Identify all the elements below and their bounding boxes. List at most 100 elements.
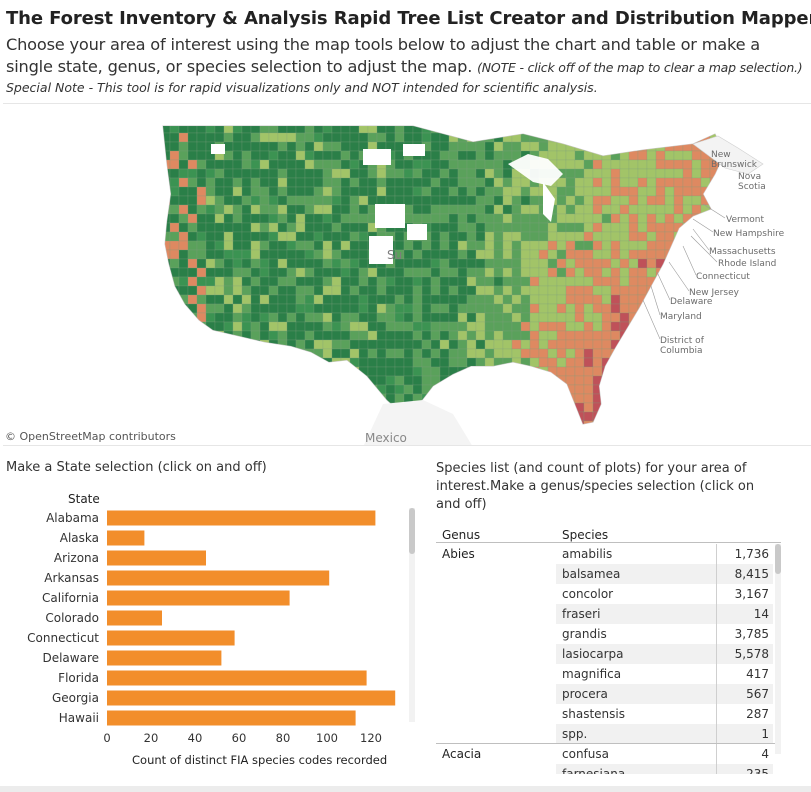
state-label[interactable]: Delaware bbox=[42, 651, 99, 665]
species-cell[interactable]: concolor bbox=[562, 587, 614, 601]
table-row[interactable]: grandis 3,785 bbox=[436, 624, 781, 644]
page-subtitle: Choose your area of interest using the m… bbox=[6, 34, 811, 79]
state-bar[interactable] bbox=[107, 670, 367, 686]
page-title: The Forest Inventory & Analysis Rapid Tr… bbox=[6, 8, 811, 29]
x-tick-label: 0 bbox=[103, 731, 110, 745]
column-header-genus[interactable]: Genus bbox=[442, 528, 481, 542]
label-leader-line bbox=[656, 271, 671, 301]
state-bar[interactable] bbox=[107, 610, 162, 626]
table-row[interactable]: balsamea 8,415 bbox=[436, 564, 781, 584]
table-scrollbar-thumb[interactable] bbox=[775, 544, 781, 574]
species-cell[interactable]: shastensis bbox=[562, 707, 625, 721]
map-label-su: Su bbox=[387, 248, 403, 262]
state-label[interactable]: Colorado bbox=[45, 611, 99, 625]
state-label[interactable]: Alaska bbox=[60, 531, 99, 545]
species-cell[interactable]: farnesiana bbox=[556, 764, 716, 774]
state-label[interactable]: Arizona bbox=[54, 551, 99, 565]
map-label-new-hampshire: New Hampshire bbox=[713, 229, 785, 239]
state-label[interactable]: California bbox=[42, 591, 99, 605]
chart-scrollbar-thumb[interactable] bbox=[409, 508, 415, 554]
species-cell[interactable]: magnifica bbox=[562, 667, 622, 681]
state-bar-chart[interactable]: Alabama Alaska Arizona Arkansas California Co… bbox=[0, 505, 420, 773]
state-chart-title: Make a State selection (click on and off… bbox=[6, 460, 267, 475]
x-tick-label: 120 bbox=[360, 731, 382, 745]
plot-count-cell: 1,736 bbox=[716, 544, 773, 564]
mexico-area bbox=[363, 400, 472, 445]
subtitle-text: Choose your area of interest using the m… bbox=[6, 35, 761, 76]
subtitle-note: (NOTE - click off of the map to clear a … bbox=[477, 60, 803, 75]
state-label[interactable]: Florida bbox=[58, 671, 99, 685]
label-leader-line bbox=[650, 285, 661, 316]
column-header-species[interactable]: Species bbox=[562, 528, 609, 542]
table-row[interactable]: magnifica 417 bbox=[436, 664, 781, 684]
state-label[interactable]: Hawaii bbox=[59, 711, 99, 725]
state-bar[interactable] bbox=[107, 590, 290, 606]
species-cell[interactable]: confusa bbox=[562, 747, 609, 761]
species-cell[interactable]: grandis bbox=[562, 627, 607, 641]
genus-cell[interactable]: Abies bbox=[442, 547, 475, 561]
no-data-area bbox=[407, 224, 427, 240]
x-tick-label: 80 bbox=[276, 731, 291, 745]
map-label-new-brunswick: New Brunswick bbox=[711, 150, 757, 170]
label-leader-line bbox=[682, 245, 697, 276]
state-bar[interactable] bbox=[107, 570, 330, 586]
genus-separator bbox=[436, 743, 776, 744]
plot-count-cell: 417 bbox=[716, 664, 773, 684]
state-bar[interactable] bbox=[107, 550, 206, 566]
species-cell[interactable]: balsamea bbox=[556, 564, 716, 584]
state-bar[interactable] bbox=[107, 510, 376, 526]
map-label-mexico: Mexico bbox=[365, 431, 407, 445]
chart-scrollbar[interactable] bbox=[409, 508, 415, 722]
distribution-map[interactable]: Su New Brunswick Nova Scotia Vermont New H… bbox=[3, 103, 811, 446]
map-attribution[interactable]: © OpenStreetMap contributors bbox=[5, 430, 176, 443]
table-row[interactable]: Abies amabilis 1,736 bbox=[436, 544, 781, 564]
label-leader-line bbox=[668, 261, 690, 292]
dashboard-header: The Forest Inventory & Analysis Rapid Tr… bbox=[6, 8, 811, 95]
plot-count-cell: 4 bbox=[716, 744, 773, 764]
state-bar[interactable] bbox=[107, 690, 396, 706]
state-column-header: State bbox=[68, 492, 100, 506]
state-bar[interactable] bbox=[107, 530, 145, 546]
species-cell[interactable]: lasiocarpa bbox=[556, 644, 716, 664]
table-row[interactable]: concolor 3,167 bbox=[436, 584, 781, 604]
plot-count-cell: 3,785 bbox=[716, 624, 773, 644]
map-label-maryland: Maryland bbox=[660, 312, 702, 322]
map-label-new-jersey: New Jersey bbox=[689, 288, 739, 298]
table-row[interactable]: lasiocarpa 5,578 bbox=[436, 644, 781, 664]
plot-count-cell: 14 bbox=[716, 604, 773, 624]
county-cells[interactable] bbox=[161, 124, 728, 439]
state-label[interactable]: Connecticut bbox=[27, 631, 99, 645]
state-label[interactable]: Arkansas bbox=[44, 571, 99, 585]
no-data-area bbox=[211, 144, 225, 154]
table-row[interactable]: shastensis 287 bbox=[436, 704, 781, 724]
map-label-vermont: Vermont bbox=[726, 215, 765, 225]
species-cell[interactable]: amabilis bbox=[562, 547, 613, 561]
species-cell[interactable]: fraseri bbox=[556, 604, 716, 624]
map-label-delaware: Delaware bbox=[670, 297, 713, 307]
state-label[interactable]: Alabama bbox=[46, 511, 99, 525]
no-data-area bbox=[375, 204, 405, 228]
special-note: Special Note - This tool is for rapid vi… bbox=[6, 80, 598, 95]
genus-cell[interactable]: Acacia bbox=[442, 747, 482, 761]
table-row[interactable]: spp. 1 bbox=[436, 724, 781, 744]
map-canvas[interactable] bbox=[3, 104, 811, 446]
table-row[interactable]: farnesiana 235 bbox=[436, 764, 781, 774]
state-bar[interactable] bbox=[107, 710, 356, 726]
species-cell[interactable]: procera bbox=[556, 684, 716, 704]
x-tick-label: 40 bbox=[188, 731, 203, 745]
plot-count-cell: 567 bbox=[716, 684, 773, 704]
species-table-title: Species list (and count of plots) for yo… bbox=[436, 461, 755, 512]
no-data-area bbox=[403, 144, 425, 156]
table-scrollbar[interactable] bbox=[775, 544, 781, 754]
state-label[interactable]: Georgia bbox=[52, 691, 99, 705]
species-cell[interactable]: spp. bbox=[556, 724, 716, 744]
label-leader-line bbox=[642, 299, 661, 340]
table-row[interactable]: fraseri 14 bbox=[436, 604, 781, 624]
label-leader-line bbox=[702, 203, 726, 219]
table-row[interactable]: procera 567 bbox=[436, 684, 781, 704]
table-row[interactable]: Acacia confusa 4 bbox=[436, 744, 781, 764]
x-tick-label: 20 bbox=[144, 731, 159, 745]
species-table[interactable]: Genus Species Abies amabilis 1,736 balsamea… bbox=[436, 526, 781, 774]
state-bar[interactable] bbox=[107, 650, 222, 666]
state-bar[interactable] bbox=[107, 630, 235, 646]
